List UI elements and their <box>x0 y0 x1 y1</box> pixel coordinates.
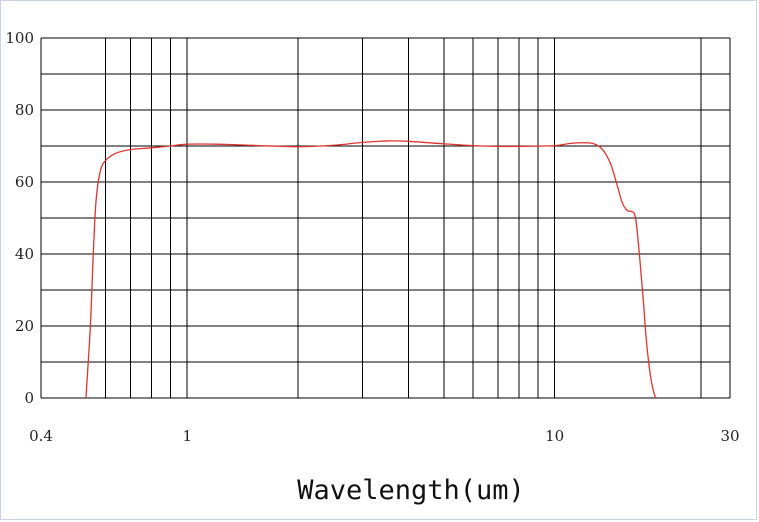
y-tick-label-40: 40 <box>15 245 34 263</box>
y-tick-label-100: 100 <box>5 29 34 47</box>
grid <box>40 37 731 399</box>
x-tick-label-1: 1 <box>182 427 192 445</box>
x-tick-labels: 0.4 1 10 30 <box>29 427 739 445</box>
y-tick-label-60: 60 <box>15 173 34 191</box>
x-tick-label-0.4: 0.4 <box>29 427 53 445</box>
transmission-curve <box>85 140 657 399</box>
x-axis-label: Wavelength(um) <box>297 475 525 506</box>
y-tick-label-0: 0 <box>24 389 34 407</box>
x-tick-label-10: 10 <box>545 427 564 445</box>
y-tick-labels: 0 20 40 60 80 100 <box>5 29 34 407</box>
y-tick-label-20: 20 <box>15 317 34 335</box>
x-tick-label-30: 30 <box>720 427 739 445</box>
y-tick-label-80: 80 <box>15 101 34 119</box>
